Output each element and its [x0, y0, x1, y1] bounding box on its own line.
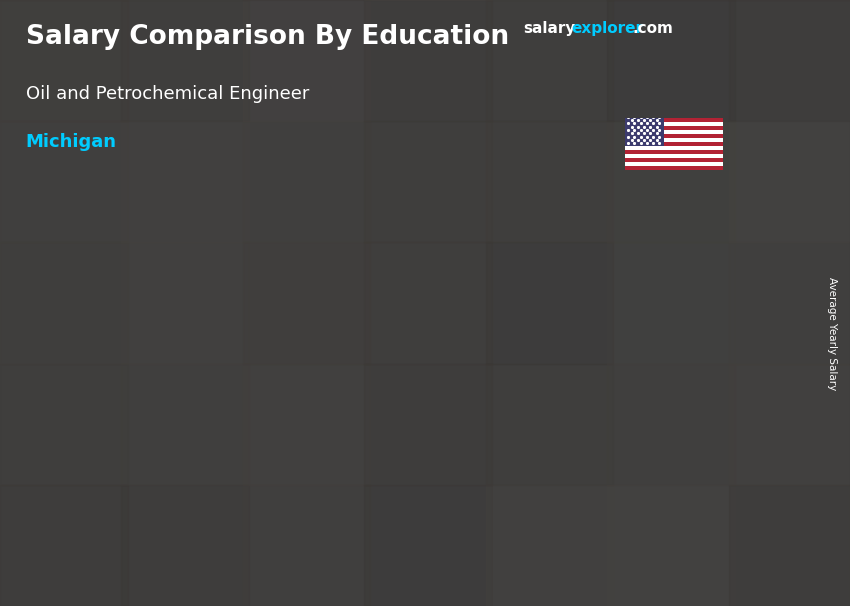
Bar — [607, 121, 734, 242]
Bar — [625, 150, 722, 154]
Bar — [243, 121, 371, 242]
Bar — [485, 242, 613, 364]
Bar — [625, 122, 722, 126]
Bar — [365, 485, 492, 606]
Bar — [122, 485, 249, 606]
Bar — [243, 485, 371, 606]
Bar — [728, 0, 850, 121]
Bar — [625, 158, 722, 162]
Bar — [625, 118, 664, 146]
Bar — [365, 242, 492, 364]
Text: Salary Comparison By Education: Salary Comparison By Education — [26, 24, 508, 50]
Bar — [625, 165, 722, 170]
Bar — [607, 242, 734, 364]
Bar — [365, 0, 492, 121]
Text: Michigan: Michigan — [26, 133, 116, 152]
Bar — [625, 138, 722, 142]
Bar — [625, 162, 722, 165]
Text: 60,300 USD: 60,300 USD — [223, 324, 332, 341]
Bar — [607, 485, 734, 606]
Polygon shape — [468, 246, 597, 265]
Bar — [607, 0, 734, 121]
Bar — [485, 485, 613, 606]
Bar — [728, 121, 850, 242]
Bar — [625, 134, 722, 138]
Bar — [122, 242, 249, 364]
Text: salary: salary — [523, 21, 575, 36]
Polygon shape — [231, 379, 337, 502]
Text: 116,000 USD: 116,000 USD — [596, 210, 717, 227]
Polygon shape — [337, 360, 360, 502]
Bar — [625, 142, 722, 146]
Bar — [485, 364, 613, 485]
Bar — [365, 364, 492, 485]
Bar — [625, 118, 722, 122]
Bar — [0, 364, 128, 485]
Bar — [607, 364, 734, 485]
Bar — [122, 364, 249, 485]
Bar — [0, 485, 128, 606]
Bar — [728, 485, 850, 606]
Bar — [625, 126, 722, 130]
Text: Master's Degree: Master's Degree — [462, 520, 604, 534]
Bar — [0, 121, 128, 242]
Text: Oil and Petrochemical Engineer: Oil and Petrochemical Engineer — [26, 85, 309, 103]
Bar — [728, 364, 850, 485]
Bar — [122, 121, 249, 242]
Bar — [485, 121, 613, 242]
Text: +93%: +93% — [371, 176, 470, 205]
Bar — [243, 364, 371, 485]
Polygon shape — [574, 246, 597, 502]
Text: .com: .com — [632, 21, 673, 36]
Bar — [365, 121, 492, 242]
Text: explorer: explorer — [571, 21, 643, 36]
Bar — [0, 242, 128, 364]
Bar — [625, 130, 722, 134]
Bar — [728, 242, 850, 364]
Bar — [485, 0, 613, 121]
Bar — [0, 0, 128, 121]
Polygon shape — [468, 265, 574, 502]
Bar — [625, 146, 722, 150]
Bar — [122, 0, 249, 121]
Bar — [625, 154, 722, 158]
Bar — [243, 242, 371, 364]
Text: Bachelor's Degree: Bachelor's Degree — [218, 520, 374, 534]
Bar — [243, 0, 371, 121]
Text: Average Yearly Salary: Average Yearly Salary — [827, 277, 837, 390]
Polygon shape — [231, 360, 360, 379]
